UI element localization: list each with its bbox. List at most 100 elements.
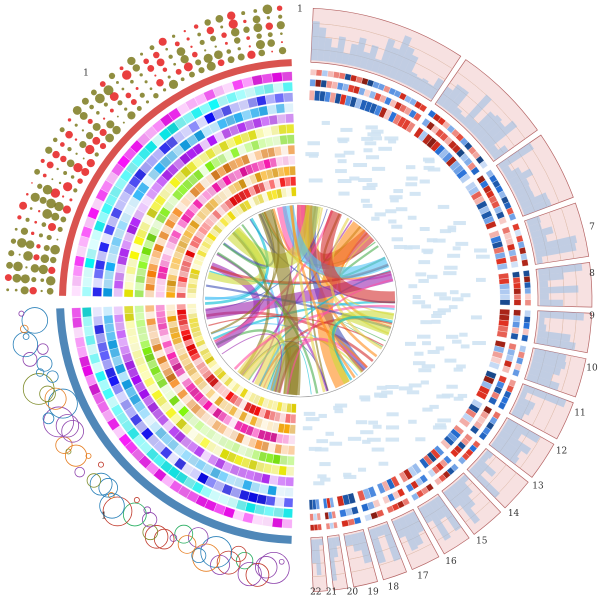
gene-label-box: [337, 179, 352, 184]
dot: [20, 274, 30, 284]
dot: [125, 92, 132, 99]
histogram-bar: [490, 440, 520, 465]
dot: [95, 93, 105, 104]
gene-label-box: [408, 284, 418, 289]
histogram-bar: [519, 390, 528, 399]
histogram-bar: [381, 523, 402, 562]
heatmap-cell: [267, 485, 278, 496]
heatmap-cell: [513, 309, 521, 317]
dot: [210, 35, 216, 42]
gene-label-box: [433, 238, 446, 243]
dot: [63, 182, 73, 192]
gene-label-box: [355, 420, 368, 425]
gene-label-box: [343, 472, 352, 477]
gene-label-box: [449, 290, 459, 295]
histogram-bar: [519, 192, 549, 210]
dot: [109, 108, 114, 113]
heatmap-cell: [332, 71, 341, 79]
gene-label-box: [366, 437, 381, 442]
gene-label-box: [452, 339, 462, 344]
dot: [26, 192, 29, 196]
dot: [59, 127, 65, 133]
heatmap-cell: [512, 315, 521, 323]
histogram-bar: [317, 27, 327, 62]
gene-label-box: [407, 215, 417, 220]
histogram-bar: [539, 293, 549, 300]
heatmap-cell: [263, 83, 275, 95]
heatmap-cell: [156, 316, 167, 325]
dot: [14, 227, 18, 231]
dot: [25, 266, 28, 269]
dot: [40, 278, 45, 283]
heatmap-cell: [510, 260, 519, 269]
gene-label-box: [459, 332, 468, 337]
dot: [105, 133, 114, 143]
histogram-bar: [465, 118, 479, 132]
dot: [70, 175, 75, 179]
dot: [237, 53, 245, 61]
gene-label-box: [384, 136, 399, 141]
dot: [255, 40, 265, 50]
histogram-bar: [365, 44, 379, 71]
heatmap-cell: [285, 466, 295, 477]
dot: [267, 39, 275, 47]
histogram-bar: [501, 424, 522, 441]
gene-label-box: [404, 341, 416, 346]
dot: [79, 111, 88, 120]
histogram-bar: [514, 402, 532, 416]
gene-label-box: [390, 198, 399, 203]
heatmap-cell: [176, 292, 186, 299]
bubble: [122, 502, 147, 527]
dot: [206, 26, 215, 35]
gene-label-box: [320, 477, 331, 482]
dot: [56, 167, 59, 171]
gene-label-box: [393, 244, 408, 249]
histogram-bar: [508, 168, 534, 187]
gene-label-box: [371, 447, 385, 452]
gene-label-box: [385, 209, 397, 214]
bubble: [89, 472, 113, 496]
histogram-bar: [483, 449, 494, 459]
dot: [195, 59, 202, 66]
gene-label-box: [470, 315, 482, 320]
gene-label-box: [381, 390, 393, 395]
histogram-bar: [474, 114, 503, 141]
dot: [186, 37, 190, 41]
heatmap-cell: [324, 511, 330, 520]
gene-label-box: [347, 436, 362, 441]
bubble: [278, 558, 285, 565]
bubble: [142, 524, 159, 541]
dot: [139, 73, 143, 77]
dot: [149, 87, 153, 91]
right-labels: 7 8 9 10 11 12 13 14 15 16 17 18 19 20 21 22: [310, 222, 598, 597]
heatmap-cell: [261, 516, 274, 527]
histogram-bar: [538, 317, 545, 325]
link: [282, 205, 390, 279]
heatmap-cell: [501, 365, 511, 374]
heatmap-cell: [261, 73, 273, 84]
dot: [99, 128, 107, 137]
bubble: [55, 414, 80, 438]
bubble: [35, 368, 45, 377]
gene-label-box: [317, 474, 327, 479]
dot: [94, 152, 99, 157]
heatmap-cell: [510, 332, 519, 341]
histogram-bar: [487, 144, 499, 156]
gene-label-box: [389, 195, 403, 200]
heatmap-cell: [144, 290, 155, 298]
heatmap-cell: [336, 495, 345, 507]
heatmap-cell: [309, 513, 314, 521]
histogram-bar: [539, 285, 579, 294]
heatmap-cell: [103, 270, 115, 281]
dot: [227, 56, 235, 64]
histogram-bar: [456, 478, 473, 496]
dot: [116, 115, 119, 118]
dot: [121, 87, 125, 91]
histogram-bar: [408, 511, 425, 534]
gene-label-box: [424, 159, 435, 164]
dot: [89, 104, 94, 110]
dot: [77, 178, 83, 184]
heatmap-cell: [282, 508, 293, 519]
heatmap-cell: [113, 279, 124, 290]
heatmap-cell: [310, 524, 315, 531]
